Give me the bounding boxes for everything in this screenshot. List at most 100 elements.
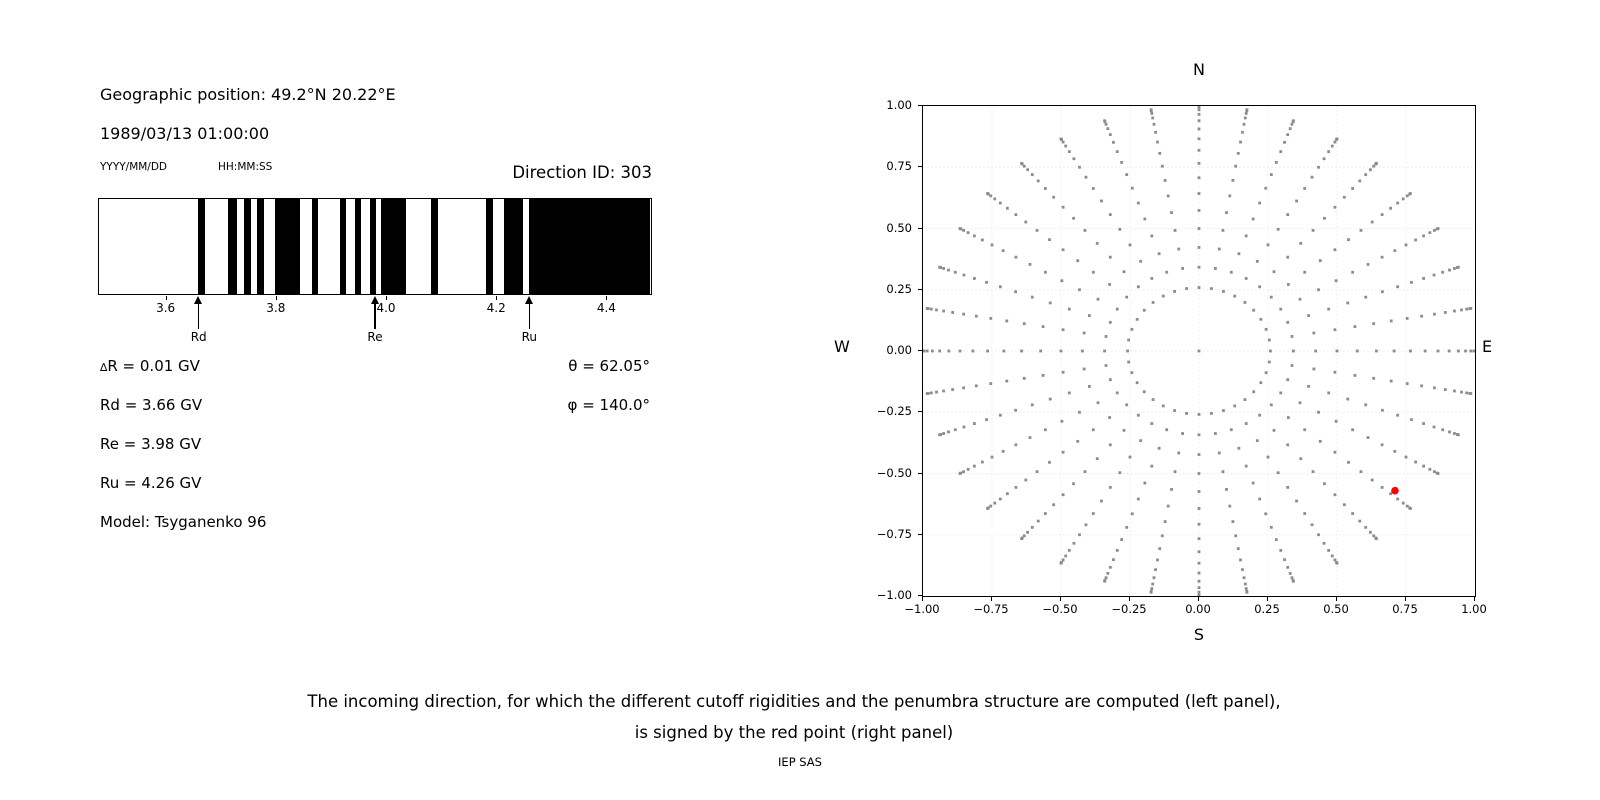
direction-point	[1279, 548, 1283, 552]
direction-point	[1022, 534, 1026, 538]
direction-point	[1136, 201, 1140, 205]
direction-point	[1465, 307, 1469, 311]
direction-point	[1166, 504, 1170, 508]
direction-point	[1197, 453, 1201, 456]
direction-point	[1347, 238, 1350, 242]
direction-point	[1255, 259, 1259, 263]
direction-point	[1222, 409, 1225, 412]
direction-point	[1197, 537, 1201, 541]
direction-point	[1005, 379, 1009, 383]
direction-point	[1158, 151, 1162, 155]
direction-point	[1165, 428, 1169, 432]
direction-point	[1307, 385, 1311, 388]
y-tick-label: 0.50	[886, 220, 912, 235]
direction-point	[1414, 238, 1418, 242]
direction-point	[1082, 331, 1086, 335]
direction-point	[1236, 151, 1240, 155]
direction-point	[1030, 295, 1034, 299]
direction-point	[1142, 390, 1146, 394]
direction-point	[1234, 534, 1238, 538]
penumbra-tick-label: 4.2	[486, 301, 506, 315]
penumbra-allowed-band	[228, 199, 237, 294]
penumbra-allowed-band	[275, 199, 301, 294]
direction-point	[1130, 371, 1134, 375]
direction-point	[1083, 228, 1087, 232]
direction-point	[1286, 213, 1290, 217]
direction-point	[1380, 408, 1384, 412]
direction-point	[938, 433, 942, 437]
direction-point	[1237, 446, 1241, 450]
cutoff-arrow-line	[528, 304, 530, 329]
penumbra-tick-label: 4.0	[376, 301, 396, 315]
y-tick-mark	[918, 166, 922, 168]
direction-point	[1364, 403, 1368, 407]
direction-point	[1375, 537, 1378, 541]
direction-point	[1244, 464, 1248, 468]
direction-point	[1335, 137, 1339, 141]
direction-point	[1243, 582, 1247, 586]
direction-point	[1291, 579, 1295, 583]
y-tick-label: −0.75	[876, 526, 912, 541]
direction-point	[1311, 470, 1315, 474]
direction-point	[1448, 268, 1451, 272]
direction-point	[1269, 173, 1273, 177]
direction-point	[1370, 220, 1374, 224]
model-label: Model: Tsyganenko 96	[100, 513, 267, 531]
direction-point	[1258, 497, 1262, 501]
direction-point	[1333, 450, 1337, 454]
cutoff-arrow-label: Re	[367, 330, 383, 344]
direction-point	[1136, 497, 1140, 501]
direction-point	[938, 349, 942, 353]
direction-point	[1290, 576, 1294, 580]
direction-point	[1380, 485, 1384, 489]
direction-point	[1217, 247, 1221, 251]
direction-point	[1389, 379, 1393, 383]
direction-point	[1236, 547, 1240, 551]
y-tick-label: −0.25	[876, 404, 912, 419]
direction-point	[1197, 127, 1201, 131]
direction-point	[1041, 374, 1045, 377]
direction-point	[1259, 381, 1263, 385]
direction-point	[929, 307, 933, 311]
direction-point	[1358, 519, 1362, 523]
direction-point	[1244, 277, 1248, 280]
ru-value: Ru = 4.26 GV	[100, 474, 202, 492]
direction-point	[1150, 111, 1154, 115]
direction-point	[1152, 576, 1156, 580]
direction-point	[1197, 286, 1201, 289]
direction-point	[1333, 248, 1337, 252]
direction-point	[1130, 512, 1134, 516]
direction-point	[972, 464, 976, 468]
direction-point	[1298, 297, 1302, 301]
direction-point	[1335, 349, 1339, 353]
direction-point	[1084, 523, 1088, 527]
direction-point	[1173, 228, 1177, 232]
direction-point	[1052, 503, 1056, 507]
direction-point	[1290, 122, 1294, 126]
direction-point	[1120, 538, 1124, 542]
direction-point	[1064, 144, 1068, 148]
direction-point	[1225, 487, 1228, 491]
direction-point	[947, 349, 951, 353]
direction-point	[1346, 397, 1350, 401]
direction-point	[1366, 262, 1370, 266]
x-tick-label: −0.50	[1042, 602, 1078, 616]
y-tick-label: 1.00	[886, 98, 912, 112]
direction-point	[1122, 428, 1126, 432]
direction-point	[1048, 397, 1052, 401]
direction-point	[1059, 561, 1063, 565]
direction-point	[1396, 285, 1400, 289]
direction-point	[1104, 122, 1108, 126]
penumbra-allowed-band	[354, 199, 362, 294]
direction-point	[1258, 201, 1262, 205]
direction-point	[1242, 576, 1246, 580]
geographic-position-label: Geographic position: 49.2°N 20.22°E	[100, 85, 396, 104]
direction-point	[1330, 554, 1334, 558]
direction-point	[1353, 325, 1357, 328]
y-tick-mark	[918, 105, 922, 106]
direction-point	[1353, 374, 1357, 377]
penumbra-allowed-band	[198, 199, 205, 294]
direction-point	[1264, 186, 1268, 190]
direction-point	[1327, 150, 1331, 154]
direction-point	[1106, 571, 1110, 575]
